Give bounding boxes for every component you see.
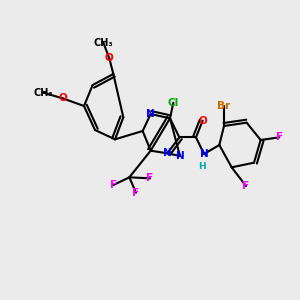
Text: O: O — [58, 93, 67, 103]
Text: F: F — [146, 173, 154, 183]
Text: F: F — [276, 132, 283, 142]
Text: CH₃: CH₃ — [94, 38, 113, 48]
Text: N: N — [176, 151, 184, 161]
Text: O: O — [198, 116, 207, 126]
Text: F: F — [132, 188, 140, 198]
Text: Cl: Cl — [168, 98, 179, 108]
Text: Br: Br — [218, 101, 231, 111]
Text: N: N — [163, 148, 172, 158]
Text: CH₃: CH₃ — [34, 88, 53, 98]
Text: O: O — [105, 53, 114, 63]
Text: F: F — [110, 180, 117, 190]
Text: F: F — [242, 181, 250, 191]
Text: N: N — [146, 109, 155, 119]
Text: H: H — [198, 162, 206, 171]
Text: N: N — [200, 149, 208, 159]
